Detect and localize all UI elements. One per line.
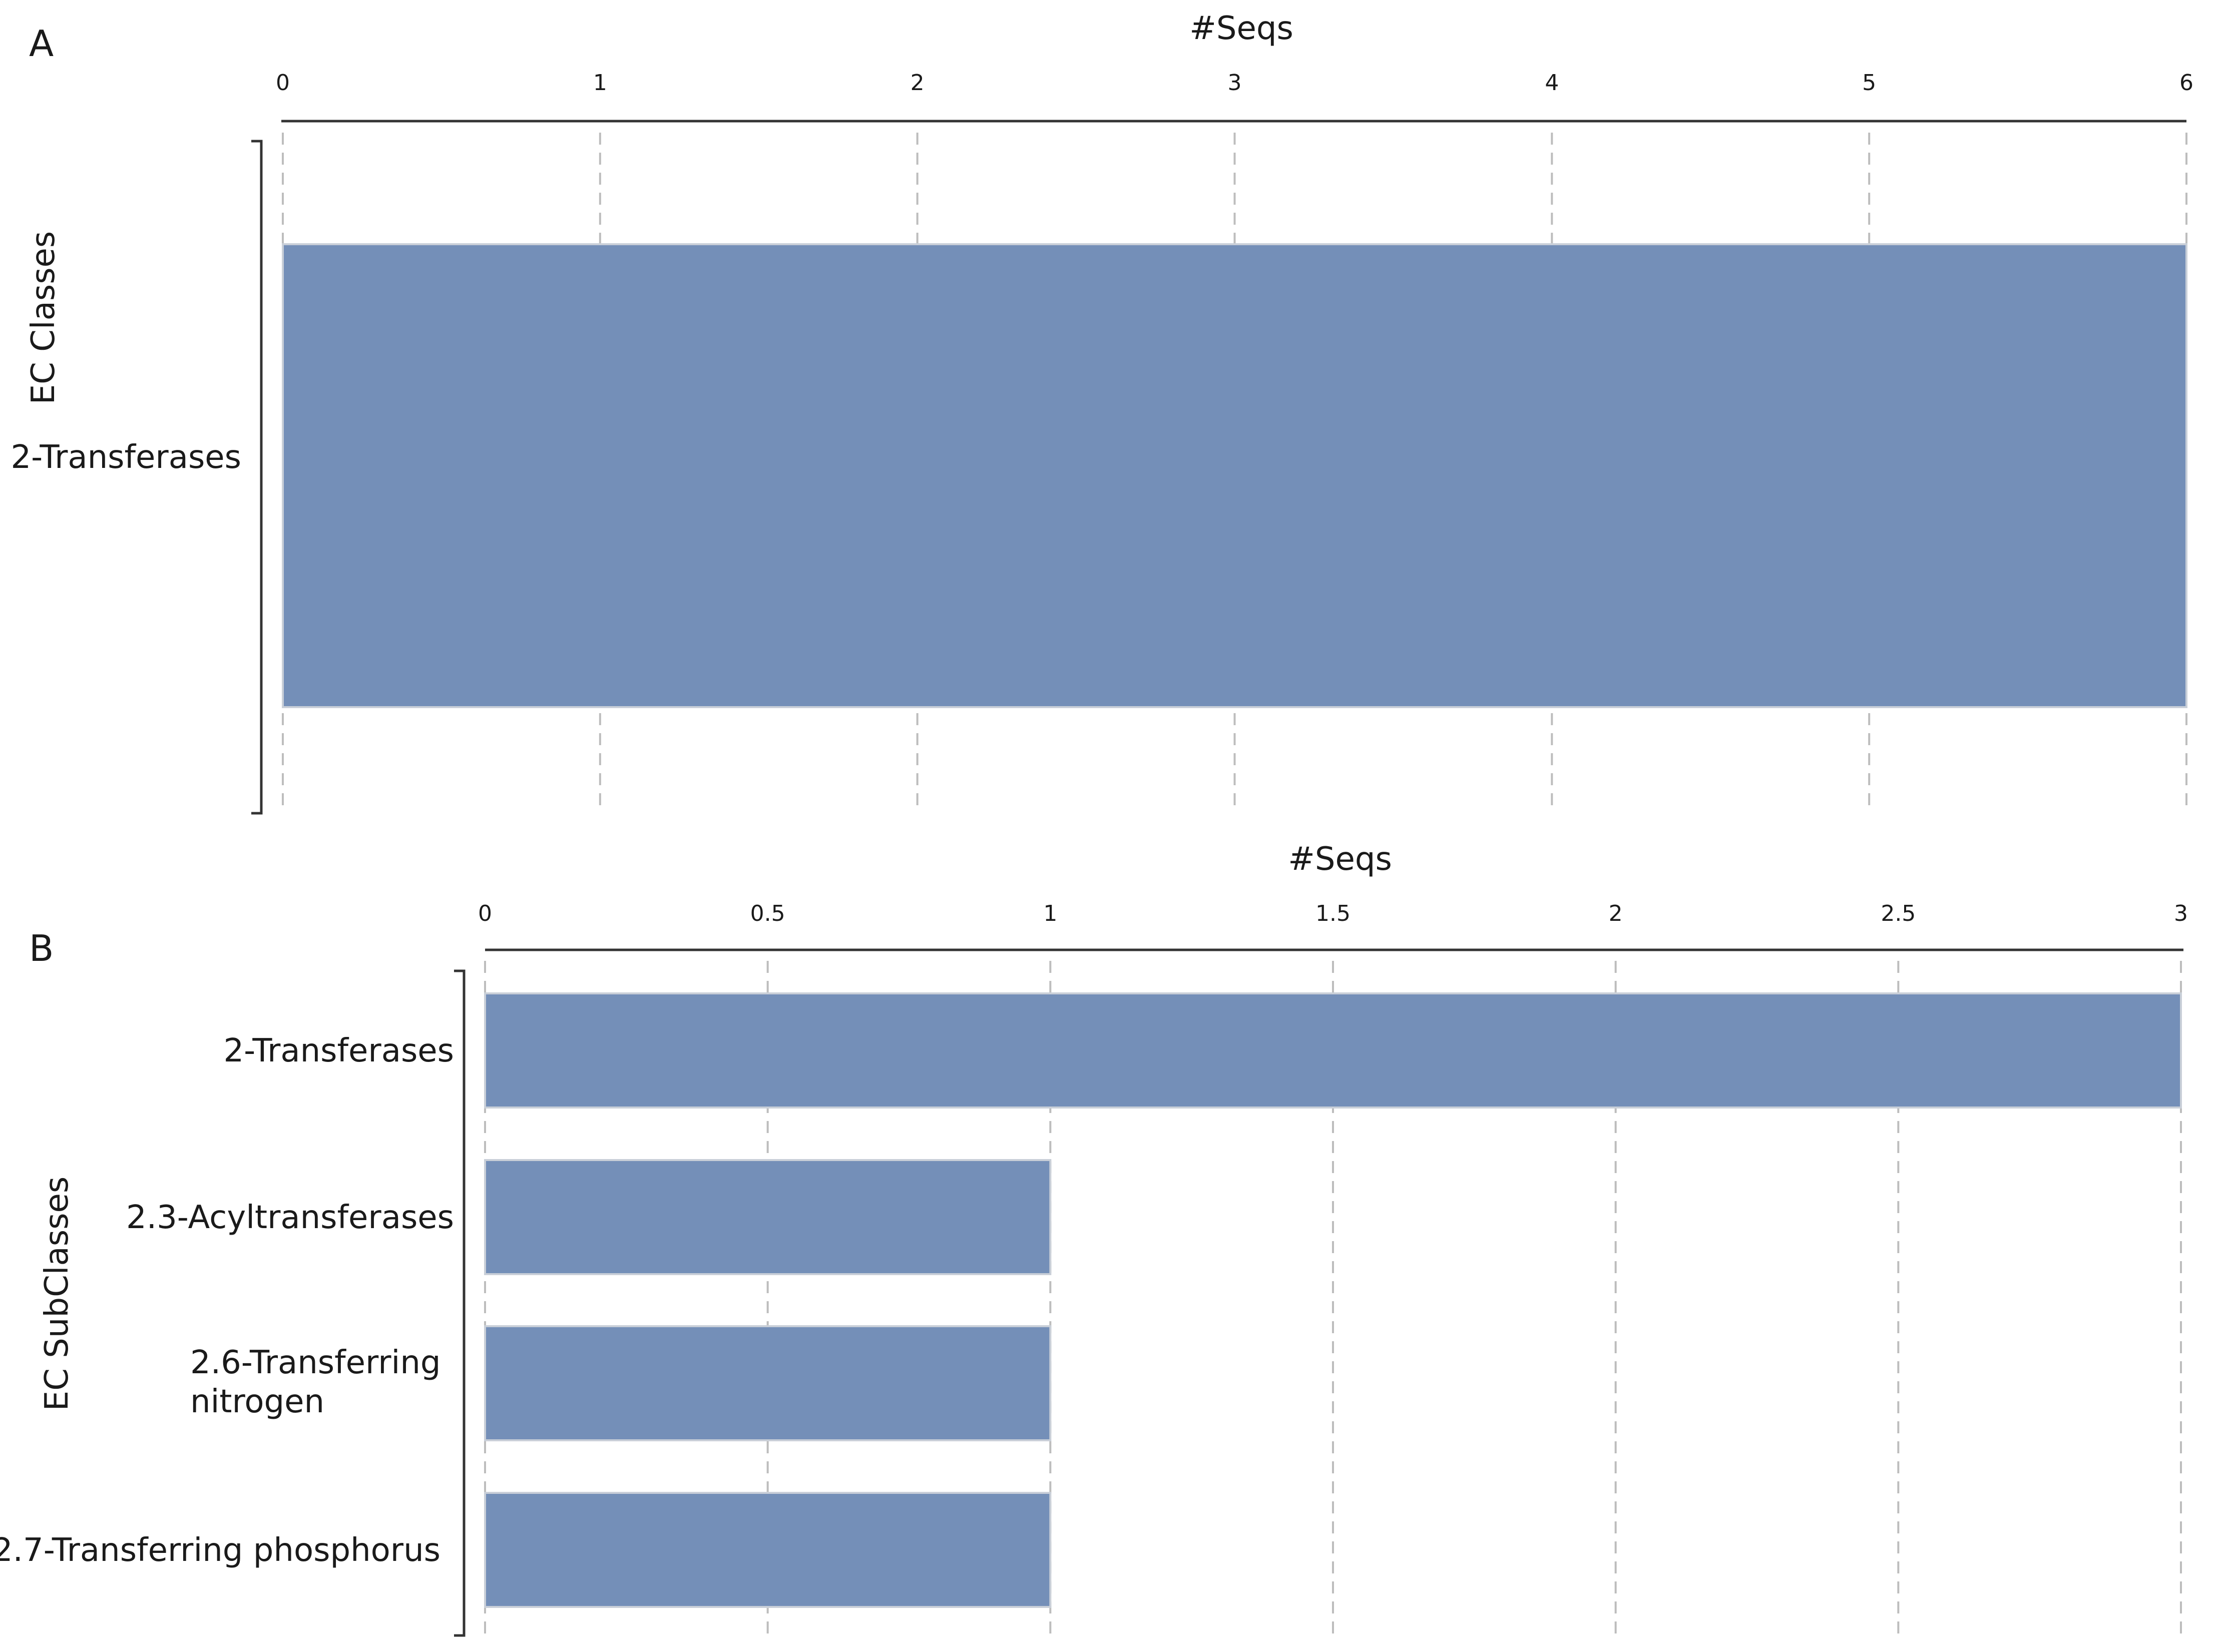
panel-b-x-tick-label: 0.5: [750, 901, 785, 926]
panel-b-letter: B: [29, 927, 54, 969]
panel-a-tick-labels: 0 1 2 3 4 5 6: [276, 70, 2193, 96]
panel-a-category-labels: 2-Transferases: [11, 439, 241, 476]
panel-b-x-axis-title: #Seqs: [1288, 841, 1392, 878]
panel-b-bar: [484, 1325, 1052, 1441]
panel-a-x-tick-label: 3: [1228, 70, 1242, 96]
panel-a-x-tick-label: 5: [1862, 70, 1876, 96]
panel-a: A #Seqs EC Classes 0 1 2 3 4 5 6 2-Transferase…: [11, 10, 2193, 815]
panel-b-x-tick-label: 1: [1043, 901, 1057, 926]
panel-a-x-tick-label: 2: [911, 70, 925, 96]
panel-a-x-tick-label: 1: [593, 70, 607, 96]
panel-a-y-axis-bracket: [251, 140, 263, 815]
panel-b-category-label: 2.6-Transferring nitrogen: [190, 1344, 441, 1420]
panel-b-category-label: 2-Transferases: [223, 1032, 454, 1069]
panel-b-category-label: 2.7-Transferring phosphorus: [0, 1532, 440, 1569]
panel-b-bar: [484, 992, 2182, 1109]
panel-a-y-axis-title: EC Classes: [25, 231, 62, 405]
panel-a-bar: [282, 243, 2187, 708]
panel-a-category-label: 2-Transferases: [11, 439, 241, 476]
panel-a-x-tick-label: 4: [1545, 70, 1559, 96]
panel-a-x-tick-label: 6: [2179, 70, 2193, 96]
panel-b-x-tick-label: 2.5: [1881, 901, 1916, 926]
panel-b-x-tick-label: 1.5: [1315, 901, 1351, 926]
panel-a-letter: A: [29, 23, 54, 65]
panel-a-bars: [282, 243, 2187, 708]
panel-b-bar: [484, 1492, 1052, 1608]
panel-b-x-tick-label: 0: [478, 901, 492, 926]
panel-b-tick-labels: 0 0.5 1 1.5 2 2.5 3: [478, 901, 2188, 926]
panel-b-y-axis-bracket: [454, 969, 466, 1637]
panel-a-x-axis-title: #Seqs: [1189, 10, 1293, 47]
panel-b: B #Seqs EC SubClasses 0 0.5 1 1.5 2 2.5 3 2-Tr…: [0, 841, 2188, 1637]
panel-b-bars: [484, 992, 2182, 1608]
panel-b-category-labels: 2-Transferases 2.3-Acyltransferases 2.6-Tr…: [0, 1032, 454, 1569]
panel-b-bar: [484, 1159, 1052, 1275]
panel-b-x-tick-label: 3: [2174, 901, 2188, 926]
panel-b-category-label: 2.3-Acyltransferases: [126, 1199, 454, 1236]
panel-a-x-tick-label: 0: [276, 70, 290, 96]
panel-b-y-axis-title: EC SubClasses: [39, 1177, 76, 1411]
panel-b-x-tick-label: 2: [1609, 901, 1623, 926]
